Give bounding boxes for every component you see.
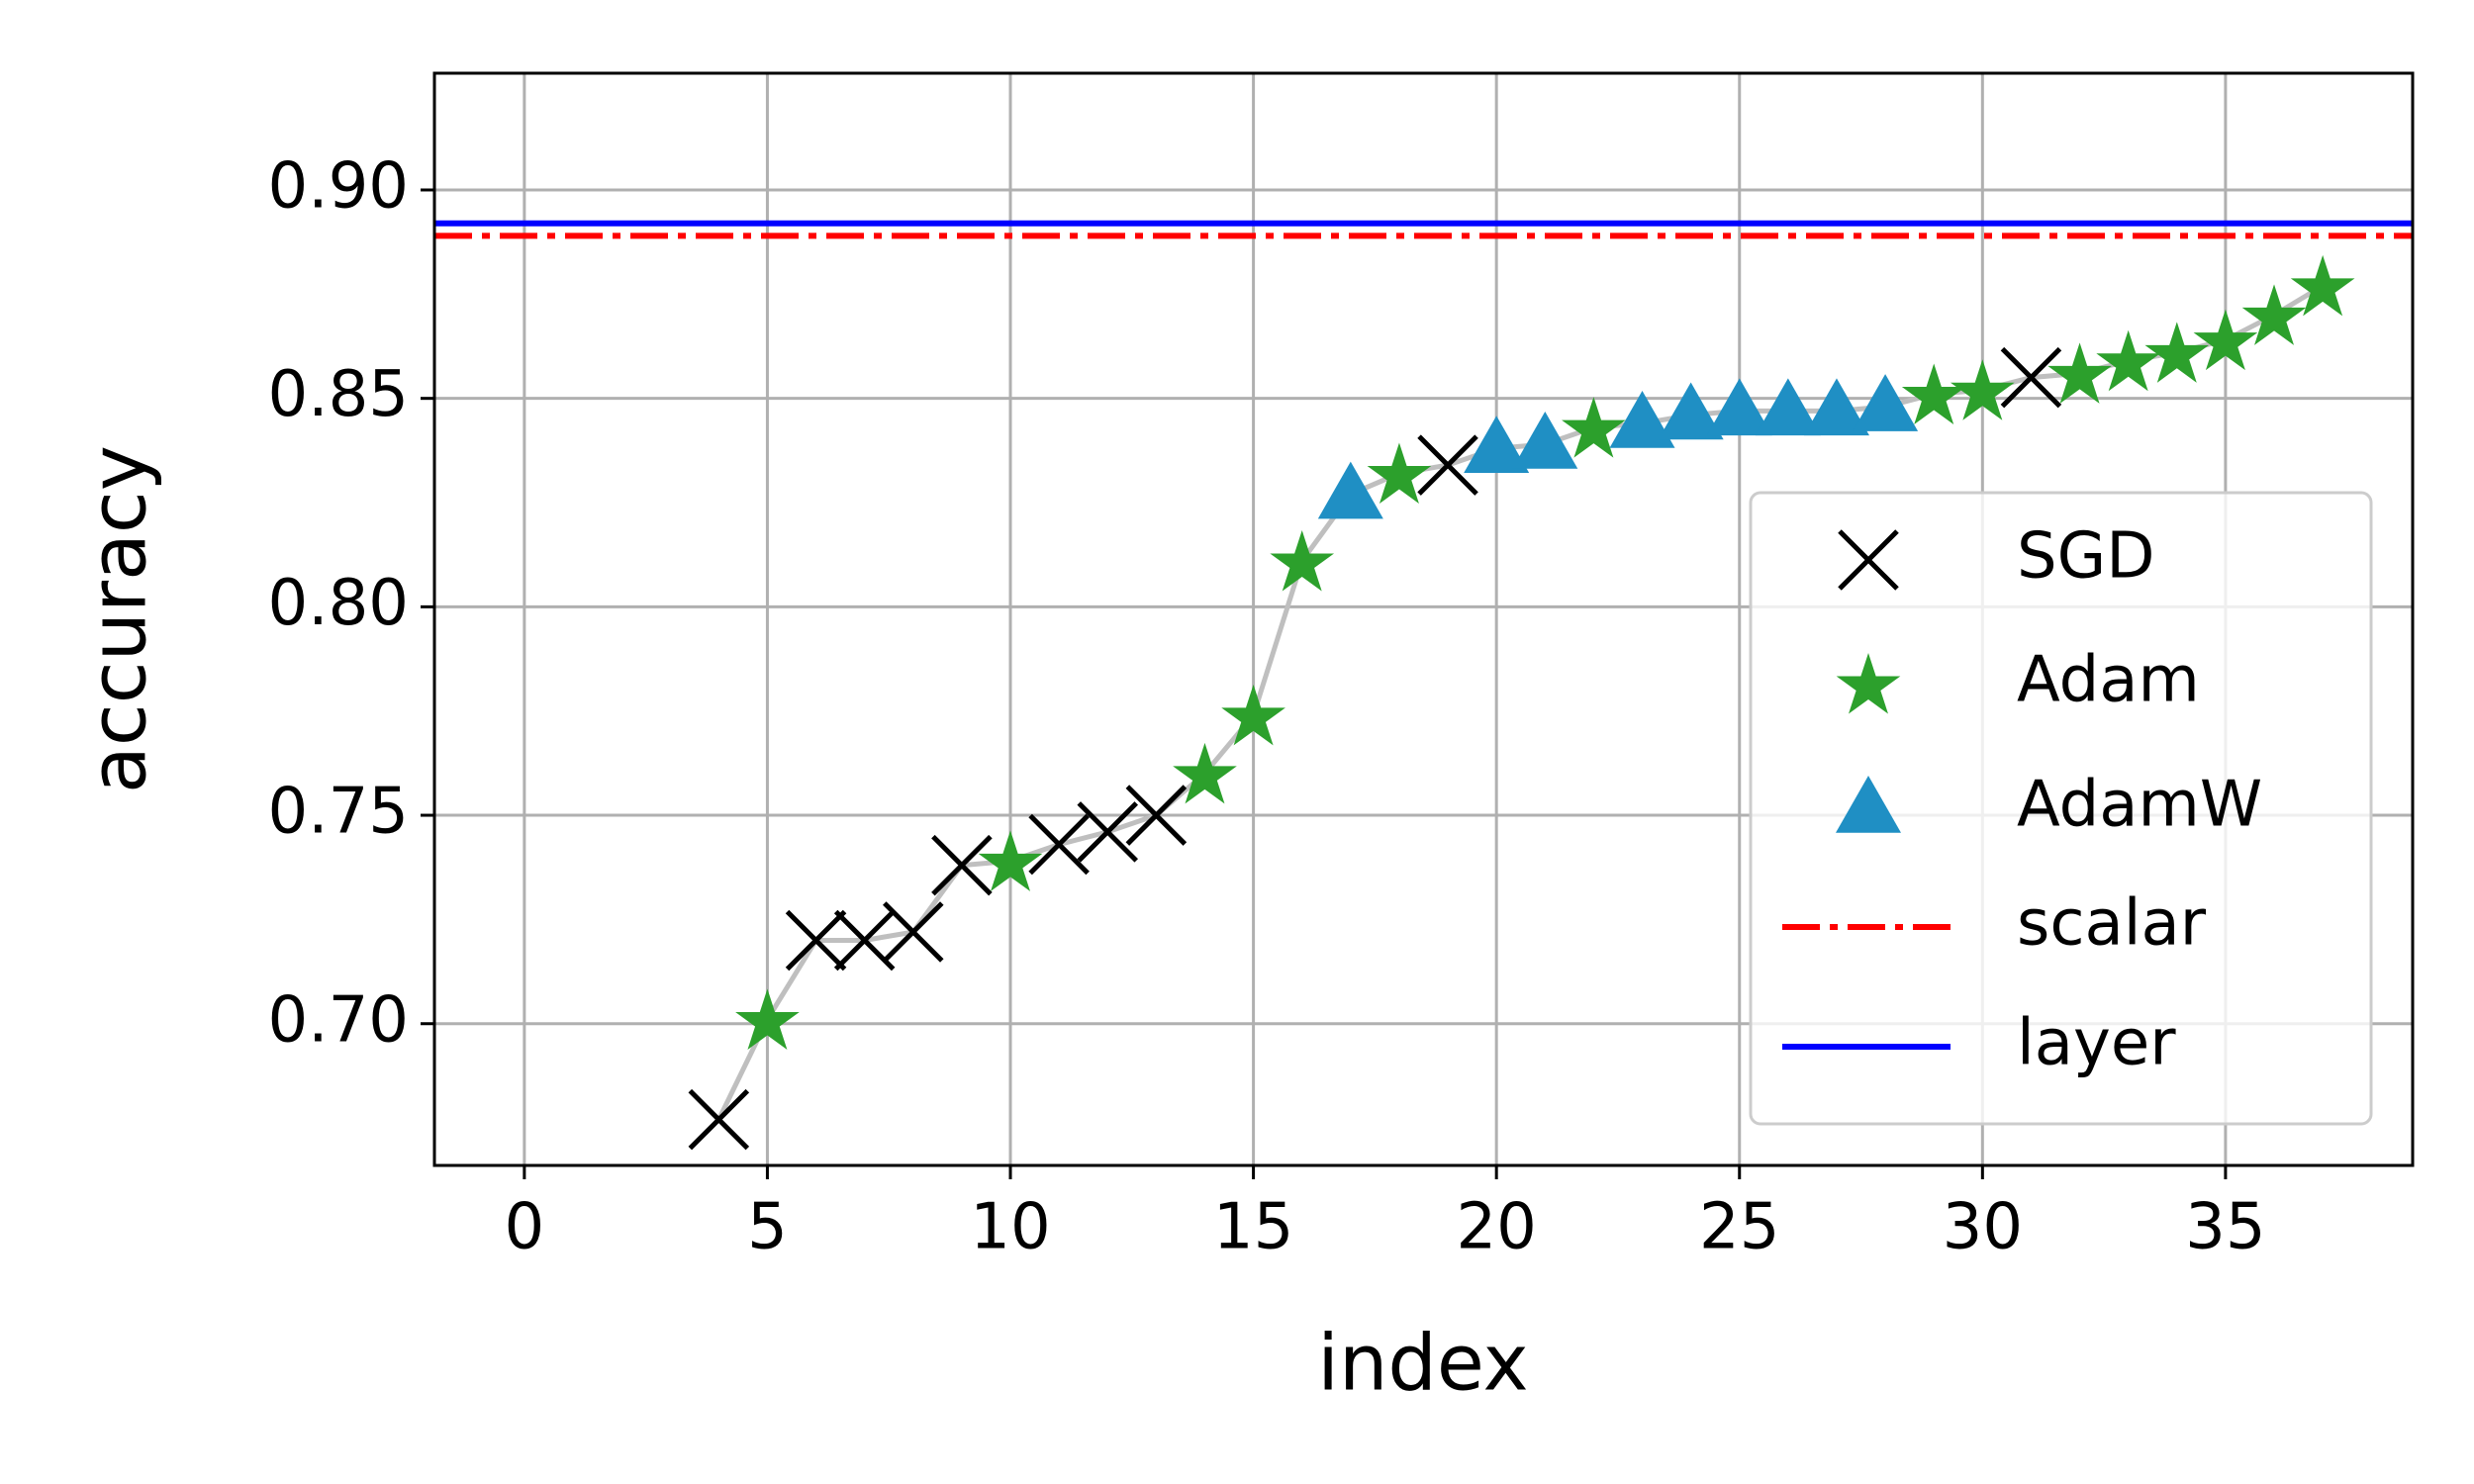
x-tick-label: 15 [1213, 1191, 1293, 1264]
marker-x [1028, 813, 1090, 876]
plot-area [434, 220, 2413, 1151]
x-tick-label: 30 [1943, 1191, 2023, 1264]
marker-star [2047, 342, 2112, 404]
marker-x [1077, 801, 1139, 863]
y-tick-label: 0.90 [268, 150, 410, 224]
marker-star [1901, 363, 1966, 424]
marker-star [1836, 653, 1901, 714]
marker-star [978, 830, 1043, 891]
legend-label: Adam [2017, 644, 2200, 717]
y-tick-label: 0.70 [268, 983, 410, 1057]
x-tick-label: 10 [970, 1191, 1050, 1264]
marker-x [1838, 529, 1899, 591]
marker-triangle [1755, 378, 1821, 436]
marker-x [883, 901, 944, 963]
marker-star [1950, 359, 2015, 420]
marker-triangle [1658, 382, 1724, 440]
trend-line [716, 283, 2325, 1121]
marker-star [2096, 329, 2161, 392]
marker-x [1417, 434, 1478, 496]
marker-triangle [1853, 374, 1919, 431]
marker-triangle [1706, 378, 1772, 436]
legend-label: layer [2017, 1007, 2176, 1080]
legend-box [1749, 491, 2373, 1126]
marker-star [2144, 322, 2210, 383]
x-tick-label: 0 [505, 1191, 545, 1264]
marker-star [1270, 530, 1335, 592]
marker-star [735, 988, 800, 1051]
marker-x [785, 909, 847, 972]
marker-star [2241, 284, 2307, 345]
marker-star [1221, 684, 1285, 746]
marker-x [2000, 346, 2062, 409]
marker-star [1173, 742, 1237, 804]
marker-star [1367, 442, 1432, 505]
marker-star [1562, 397, 1626, 458]
legend-label: SGD [2017, 520, 2155, 594]
legend-label: scalar [2017, 887, 2207, 961]
y-tick-label: 0.85 [268, 358, 410, 431]
marker-x [688, 1088, 750, 1151]
marker-x [931, 834, 993, 896]
x-tick-label: 35 [2185, 1191, 2265, 1264]
marker-star [2290, 254, 2355, 317]
x-tick-label: 20 [1456, 1191, 1536, 1264]
legend: SGD Adam AdamW scalar layer [1749, 491, 2373, 1126]
marker-star [2193, 309, 2258, 371]
marker-triangle [1803, 378, 1869, 436]
marker-triangle [1609, 390, 1675, 448]
marker-triangle [1317, 461, 1383, 519]
legend-label: AdamW [2017, 769, 2262, 842]
x-tick-label: 25 [1699, 1191, 1779, 1264]
marker-triangle [1836, 776, 1901, 833]
y-tick-label: 0.80 [268, 567, 410, 640]
y-tick-label: 0.75 [268, 776, 410, 849]
marker-triangle [1512, 412, 1578, 469]
x-axis-label: index [1317, 1319, 1528, 1408]
y-axis-label: accuracy [74, 445, 163, 793]
marker-triangle [1464, 416, 1530, 473]
marker-x [1125, 785, 1188, 846]
x-tick-label: 5 [747, 1191, 788, 1264]
plot-frame [432, 71, 2415, 1167]
